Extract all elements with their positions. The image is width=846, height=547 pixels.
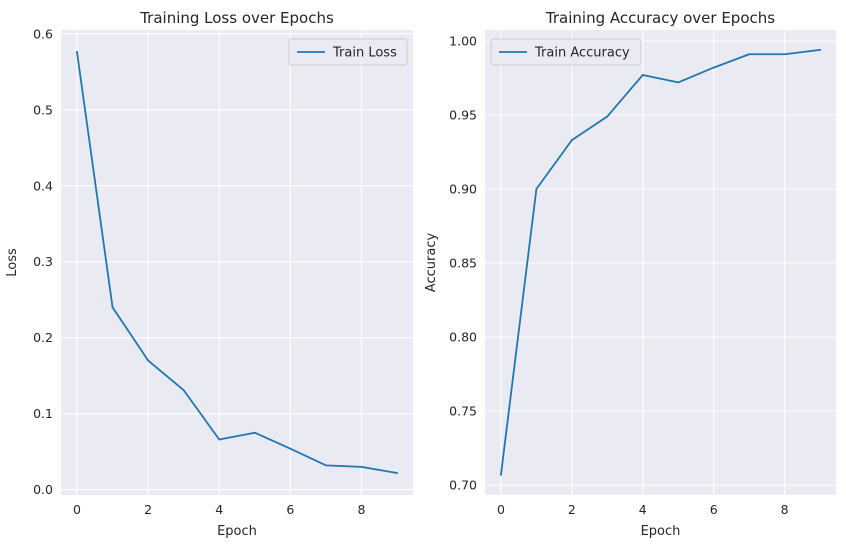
chart-title: Training Loss over Epochs	[139, 9, 334, 27]
x-tick-label: 4	[639, 502, 647, 517]
data-point	[253, 431, 256, 434]
data-point	[218, 438, 221, 441]
plot-area	[485, 30, 836, 495]
y-tick-label: 0.90	[449, 181, 477, 196]
x-tick-label: 2	[568, 502, 576, 517]
y-tick-label: 0.85	[449, 256, 477, 271]
y-tick-label: 0.1	[33, 406, 53, 421]
chart-panel-2: 0.70 0.75 0.80 0.85 0.90 0.95 1.00 0 2 4 6 8 Trainin…	[424, 9, 836, 539]
data-point	[677, 81, 680, 84]
plot-area	[61, 30, 413, 495]
x-axis-label: Epoch	[641, 524, 681, 539]
data-point	[606, 115, 609, 118]
y-tick-label: 0.3	[33, 254, 53, 269]
x-tick-label: 2	[144, 502, 152, 517]
y-tick-label: 1.00	[449, 33, 477, 48]
y-axis-label: Accuracy	[424, 233, 439, 293]
chart-title: Training Accuracy over Epochs	[545, 9, 775, 27]
x-tick-label: 0	[497, 502, 505, 517]
data-point	[570, 139, 573, 142]
legend-box	[288, 38, 408, 66]
data-point	[324, 464, 327, 467]
data-point	[535, 188, 538, 190]
y-tick-label: 0.95	[449, 107, 477, 122]
legend-label: Train Loss	[332, 46, 397, 61]
legend: Train Loss	[288, 38, 408, 66]
y-tick-label: 0.75	[449, 404, 477, 419]
data-point	[783, 53, 786, 56]
series-line	[76, 51, 398, 474]
y-tick-label: 0.0	[33, 482, 53, 497]
x-tick-label: 4	[215, 502, 223, 517]
legend: Train Accuracy	[490, 38, 642, 66]
y-axis-label: Loss	[5, 248, 20, 277]
data-point	[76, 51, 78, 53]
y-tick-label: 0.5	[33, 102, 53, 117]
data-point	[111, 306, 114, 309]
legend-label: Train Accuracy	[534, 46, 630, 61]
series-line	[500, 48, 821, 476]
data-point	[748, 53, 751, 56]
data-point	[712, 66, 715, 69]
data-point	[500, 473, 502, 476]
data-point	[147, 359, 150, 362]
x-tick-label: 6	[286, 502, 294, 517]
x-tick-label: 6	[710, 502, 718, 517]
y-tick-label: 0.2	[33, 330, 53, 345]
x-tick-label: 8	[781, 502, 789, 517]
data-point	[641, 74, 644, 76]
data-point	[396, 472, 398, 474]
data-point	[182, 389, 185, 392]
y-tick-label: 0.6	[33, 26, 53, 41]
y-tick-label: 0.70	[449, 478, 477, 493]
data-point	[360, 465, 363, 468]
x-tick-label: 8	[357, 502, 365, 517]
chart-panel-1: 0.0 0.1 0.2 0.3 0.4 0.5 0.6 0 2 4 6 8 Training Loss …	[5, 9, 413, 539]
x-tick-label: 0	[73, 502, 81, 517]
x-axis-label: Epoch	[217, 524, 257, 539]
data-point	[819, 48, 821, 51]
y-tick-label: 0.80	[449, 330, 477, 345]
y-tick-label: 0.4	[33, 178, 53, 193]
data-point	[289, 447, 292, 450]
legend-box	[490, 38, 642, 66]
